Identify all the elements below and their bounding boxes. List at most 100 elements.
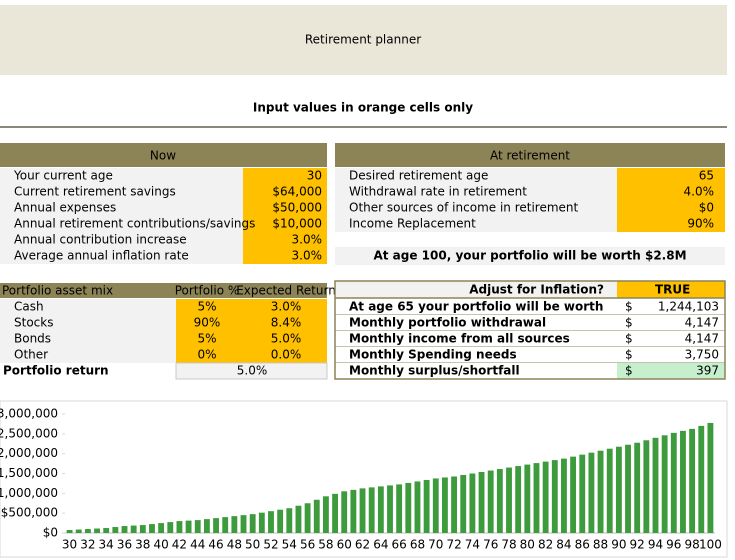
- x-tick-label: 88: [593, 538, 608, 552]
- bar: [258, 512, 265, 533]
- label-cell: [0, 299, 176, 315]
- bar: [396, 484, 403, 533]
- bar: [277, 509, 284, 533]
- bar: [112, 527, 119, 533]
- input-value: 90%: [687, 217, 714, 231]
- input-cell: [617, 184, 725, 200]
- bar: [634, 442, 641, 533]
- x-tick-label: 48: [227, 538, 242, 552]
- currency: $: [625, 348, 633, 362]
- bar: [167, 522, 174, 533]
- total-border: [175, 362, 328, 380]
- input-cell: [243, 232, 327, 248]
- bar: [432, 478, 439, 533]
- summary-value: 397: [696, 364, 719, 378]
- bar: [185, 520, 192, 533]
- label-cell: [335, 363, 617, 379]
- value-cell: [617, 315, 725, 331]
- total-cell: [176, 363, 327, 379]
- row-label: Cash: [14, 300, 44, 314]
- row-label: Other sources of income in retirement: [349, 201, 579, 215]
- bar: [698, 425, 705, 533]
- section-title: At retirement: [490, 149, 570, 163]
- label-cell: [335, 168, 617, 184]
- x-tick-label: 34: [99, 538, 114, 552]
- x-tick-label: 30: [62, 538, 77, 552]
- x-tick-label: 50: [245, 538, 260, 552]
- input-cell: [176, 299, 327, 315]
- x-tick-label: 68: [410, 538, 425, 552]
- x-tick-label: 98: [684, 538, 699, 552]
- bar: [451, 476, 458, 533]
- bar: [524, 464, 531, 533]
- bar: [75, 529, 82, 533]
- bar: [670, 432, 677, 533]
- bar: [304, 503, 311, 533]
- input-cell: [243, 216, 327, 232]
- x-tick-label: 64: [373, 538, 388, 552]
- bar: [597, 450, 604, 533]
- bar: [707, 422, 714, 533]
- x-tick-label: 32: [80, 538, 95, 552]
- bar: [359, 488, 366, 533]
- row-label: Annual retirement contributions/savings: [14, 217, 255, 231]
- bar: [313, 499, 320, 533]
- bar: [689, 428, 696, 533]
- title: Retirement planner: [305, 33, 421, 47]
- summary-label: Monthly portfolio withdrawal: [349, 316, 546, 330]
- x-tick-label: 72: [446, 538, 461, 552]
- bar: [240, 515, 247, 533]
- column-header: Portfolio %: [175, 284, 240, 298]
- bar: [615, 446, 622, 533]
- input-cell: [617, 216, 725, 232]
- label-cell: [0, 331, 176, 347]
- bar: [588, 452, 595, 533]
- label-cell: [0, 216, 243, 232]
- x-tick-label: 78: [501, 538, 516, 552]
- summary-border: [334, 280, 726, 380]
- bar: [203, 519, 210, 533]
- bar: [414, 481, 421, 533]
- summary-value: 4,147: [685, 316, 719, 330]
- input-value: 5%: [197, 332, 216, 346]
- input-cell: [176, 331, 327, 347]
- bar: [295, 505, 302, 533]
- section-header: [0, 143, 327, 167]
- inflation-label: Adjust for Inflation?: [469, 283, 604, 297]
- x-tick-label: 74: [465, 538, 480, 552]
- label-cell: [0, 168, 243, 184]
- x-tick-label: 96: [666, 538, 681, 552]
- bar: [139, 525, 146, 533]
- bar: [231, 516, 238, 533]
- summary-label: Monthly income from all sources: [349, 332, 570, 346]
- x-tick-label: 40: [153, 538, 168, 552]
- section-title: Now: [150, 149, 176, 163]
- x-tick-label: 44: [190, 538, 205, 552]
- input-cell: [617, 281, 725, 298]
- x-tick-label: 84: [556, 538, 571, 552]
- title-band: [0, 5, 727, 75]
- x-tick-label: 38: [135, 538, 150, 552]
- summary-value: 1,244,103: [658, 300, 719, 314]
- x-tick-label: 62: [355, 538, 370, 552]
- bar: [368, 487, 375, 533]
- y-tick-label: $3,000,000: [0, 407, 58, 421]
- x-tick-label: 100: [699, 538, 722, 552]
- x-tick-label: 92: [630, 538, 645, 552]
- message: At age 100, your portfolio will be worth…: [373, 249, 686, 263]
- label-cell: [335, 331, 617, 347]
- bar: [268, 511, 274, 533]
- x-tick-label: 46: [208, 538, 223, 552]
- inflation-value: TRUE: [655, 283, 690, 297]
- input-value: $64,000: [272, 185, 322, 199]
- bar: [652, 437, 659, 533]
- currency: $: [625, 332, 633, 346]
- bar: [423, 479, 430, 533]
- summary-value: 4,147: [685, 332, 719, 346]
- bar: [341, 491, 348, 533]
- bar: [377, 486, 384, 533]
- row-label: Bonds: [14, 332, 51, 346]
- input-cell: [243, 200, 327, 216]
- input-value: 0%: [197, 348, 216, 362]
